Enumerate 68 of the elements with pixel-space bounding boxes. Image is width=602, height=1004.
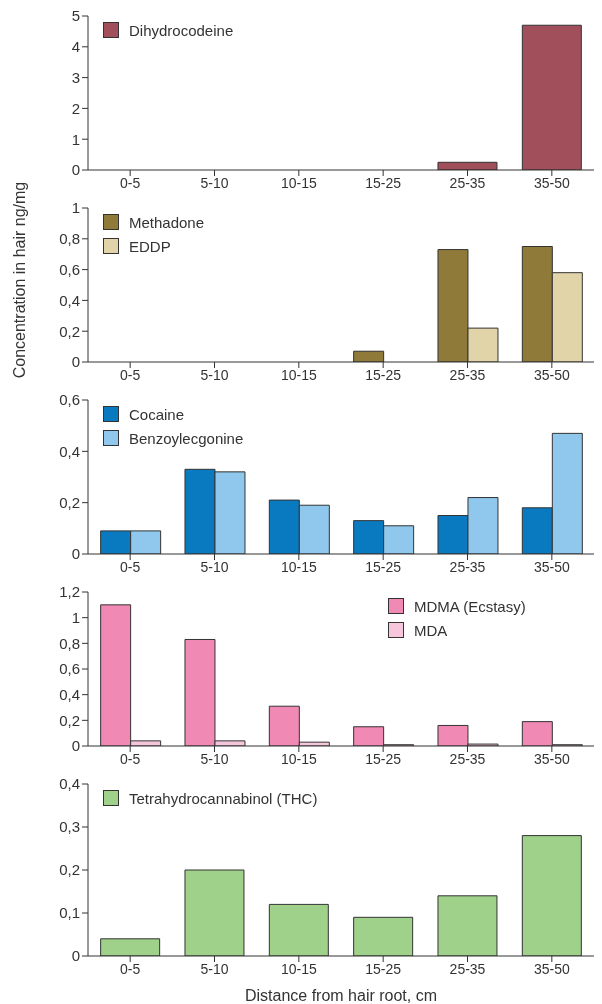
y-tick-label: 1 bbox=[71, 199, 80, 217]
x-tick-label: 25-35 bbox=[449, 366, 486, 383]
y-tick-label: 0,6 bbox=[59, 660, 80, 678]
y-axis-title: Concentration in hair ng/mg bbox=[11, 181, 28, 379]
y-tick-label: 0,2 bbox=[59, 322, 80, 340]
x-tick-label: 5-10 bbox=[200, 750, 229, 767]
legend-label: Methadone bbox=[129, 213, 205, 231]
x-tick-label: 35-50 bbox=[533, 960, 570, 977]
y-tick-label: 1,2 bbox=[59, 583, 80, 601]
y-tick-label: 0,4 bbox=[59, 775, 80, 793]
y-tick-label: 0 bbox=[71, 545, 80, 563]
x-tick-label: 5-10 bbox=[200, 174, 229, 191]
x-tick-label: 10-15 bbox=[280, 366, 317, 383]
legend-label: Tetrahydrocannabinol (THC) bbox=[129, 789, 318, 807]
y-tick-label: 0 bbox=[71, 353, 80, 371]
x-tick-label: 35-50 bbox=[533, 558, 570, 575]
y-tick-label: 0 bbox=[71, 947, 80, 965]
x-tick-label: 5-10 bbox=[200, 960, 229, 977]
x-tick-label: 0-5 bbox=[120, 558, 141, 575]
x-tick-label: 35-50 bbox=[533, 366, 570, 383]
y-tick-label: 0,8 bbox=[59, 634, 80, 652]
y-tick-label: 2 bbox=[71, 99, 80, 117]
x-tick-label: 35-50 bbox=[533, 750, 570, 767]
x-tick-label: 15-25 bbox=[365, 174, 402, 191]
x-tick-label: 5-10 bbox=[200, 558, 229, 575]
y-tick-label: 0,2 bbox=[59, 861, 80, 879]
y-tick-label: 0,4 bbox=[59, 442, 80, 460]
x-tick-label: 5-10 bbox=[200, 366, 229, 383]
x-tick-label: 35-50 bbox=[533, 174, 570, 191]
y-tick-label: 0,2 bbox=[59, 711, 80, 729]
y-tick-label: 0 bbox=[71, 737, 80, 755]
x-tick-label: 25-35 bbox=[449, 960, 486, 977]
y-tick-label: 0,8 bbox=[59, 230, 80, 248]
x-axis-title: Distance from hair root, cm bbox=[244, 987, 438, 1004]
x-tick-label: 0-5 bbox=[120, 750, 141, 767]
y-tick-label: 0,1 bbox=[59, 904, 80, 922]
y-tick-label: 0,2 bbox=[59, 493, 80, 511]
x-tick-label: 15-25 bbox=[365, 558, 402, 575]
x-tick-label: 0-5 bbox=[120, 960, 141, 977]
x-tick-label: 15-25 bbox=[365, 750, 402, 767]
legend-label: EDDP bbox=[129, 237, 171, 255]
legend-label: Dihydrocodeine bbox=[129, 21, 234, 39]
x-tick-label: 10-15 bbox=[280, 960, 317, 977]
x-tick-label: 10-15 bbox=[280, 750, 317, 767]
legend-label: MDA bbox=[414, 621, 448, 639]
legend-label: MDMA (Ecstasy) bbox=[414, 597, 526, 615]
y-tick-label: 1 bbox=[71, 608, 80, 626]
x-tick-label: 0-5 bbox=[120, 366, 141, 383]
y-tick-label: 4 bbox=[71, 38, 80, 56]
x-tick-label: 15-25 bbox=[365, 366, 402, 383]
y-tick-label: 5 bbox=[71, 7, 80, 25]
x-tick-label: 0-5 bbox=[120, 174, 141, 191]
y-tick-label: 0,4 bbox=[59, 291, 80, 309]
y-tick-label: 0,6 bbox=[59, 391, 80, 409]
legend-label: Cocaine bbox=[129, 405, 185, 423]
y-tick-label: 3 bbox=[71, 68, 80, 86]
x-tick-label: 25-35 bbox=[449, 558, 486, 575]
y-tick-label: 0,6 bbox=[59, 260, 80, 278]
x-tick-label: 25-35 bbox=[449, 174, 486, 191]
y-tick-label: 0,4 bbox=[59, 685, 80, 703]
x-tick-label: 15-25 bbox=[365, 960, 402, 977]
legend-label: Benzoylecgonine bbox=[129, 429, 244, 447]
y-tick-label: 1 bbox=[71, 130, 80, 148]
x-tick-label: 10-15 bbox=[280, 558, 317, 575]
y-tick-label: 0 bbox=[71, 161, 80, 179]
x-tick-label: 10-15 bbox=[280, 174, 317, 191]
x-tick-label: 25-35 bbox=[449, 750, 486, 767]
y-tick-label: 0,3 bbox=[59, 818, 80, 836]
